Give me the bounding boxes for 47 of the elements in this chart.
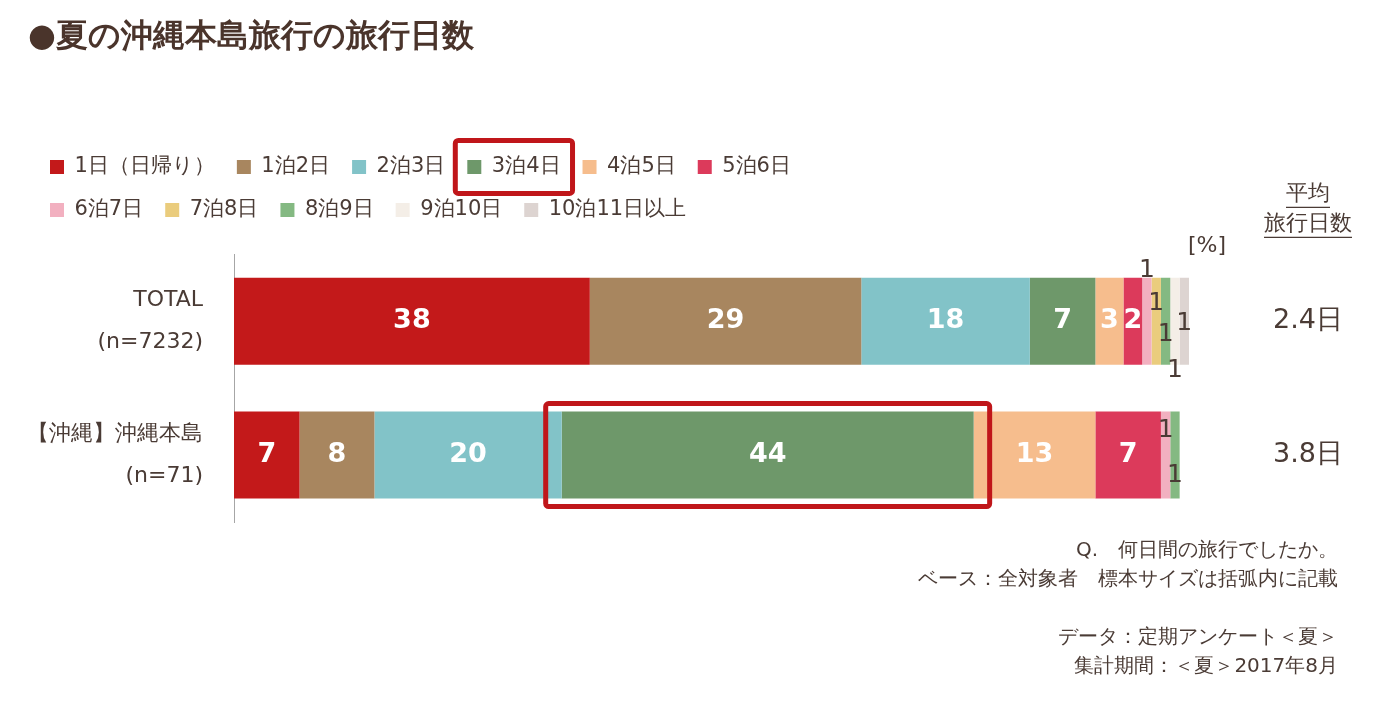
chart-title: ●夏の沖縄本島旅行の旅行日数 <box>28 15 475 54</box>
legend-label: 4泊5日 <box>607 153 676 178</box>
legend-label: 3泊4日 <box>491 153 561 178</box>
data-label: 13 <box>1015 437 1054 469</box>
legend-label: 5泊6日 <box>722 153 791 178</box>
data-label: 1 <box>1167 353 1183 383</box>
text: 集計期間：＜夏＞2017年8月 <box>1074 653 1338 678</box>
data-label: 1 <box>1176 306 1193 336</box>
bar <box>589 277 862 365</box>
text: 2.4日 <box>1273 303 1343 335</box>
legend-label: 1日（日帰り） <box>74 153 215 178</box>
y-tick-label: 【沖縄】沖縄本島 (n=71) <box>27 419 203 487</box>
y-tick-label: TOTAL (n=7232) <box>97 286 204 353</box>
legend-label: 9泊10日 <box>420 196 503 221</box>
bar <box>973 411 1096 499</box>
legend-label: 10泊11日以上 <box>548 196 687 221</box>
bar <box>299 411 375 499</box>
data-label: 2 <box>1123 303 1143 335</box>
data-label: 7 <box>1118 437 1138 469</box>
data-label: 20 <box>449 437 487 469</box>
bar <box>234 411 300 499</box>
data-label: 38 <box>393 303 431 335</box>
bar <box>1095 411 1161 499</box>
text: 3.8日 <box>1273 437 1343 469</box>
legend-label: 8泊9日 <box>304 196 374 221</box>
data-label: 8 <box>327 437 347 469</box>
bar <box>1029 277 1096 365</box>
text: Q. 何日間の旅行でしたか。 <box>1075 537 1338 562</box>
bar <box>861 277 1030 365</box>
data-label: 29 <box>706 303 745 335</box>
legend-label: 2泊3日 <box>376 153 446 178</box>
y2-axis-title: 平均旅行日数 <box>1264 180 1352 236</box>
bar <box>1142 277 1152 365</box>
data-label: 7 <box>1053 303 1072 335</box>
text: ベース：全対象者 標本サイズは括弧内に記載 <box>918 566 1338 591</box>
legend-label: 7泊8日 <box>189 196 259 221</box>
data-label: 3 <box>1100 303 1119 335</box>
data-label: 1 <box>1138 254 1155 284</box>
text: データ：定期アンケート＜夏＞ <box>1058 624 1338 649</box>
legend-label: 6泊7日 <box>74 196 144 221</box>
data-label: 44 <box>748 437 787 469</box>
x-axis-title: [%] <box>1187 232 1227 258</box>
legend-label: 1泊2日 <box>261 153 331 178</box>
bar <box>234 277 590 365</box>
data-label: 7 <box>257 437 277 469</box>
bar <box>1095 277 1124 365</box>
data-label: 18 <box>926 303 965 335</box>
